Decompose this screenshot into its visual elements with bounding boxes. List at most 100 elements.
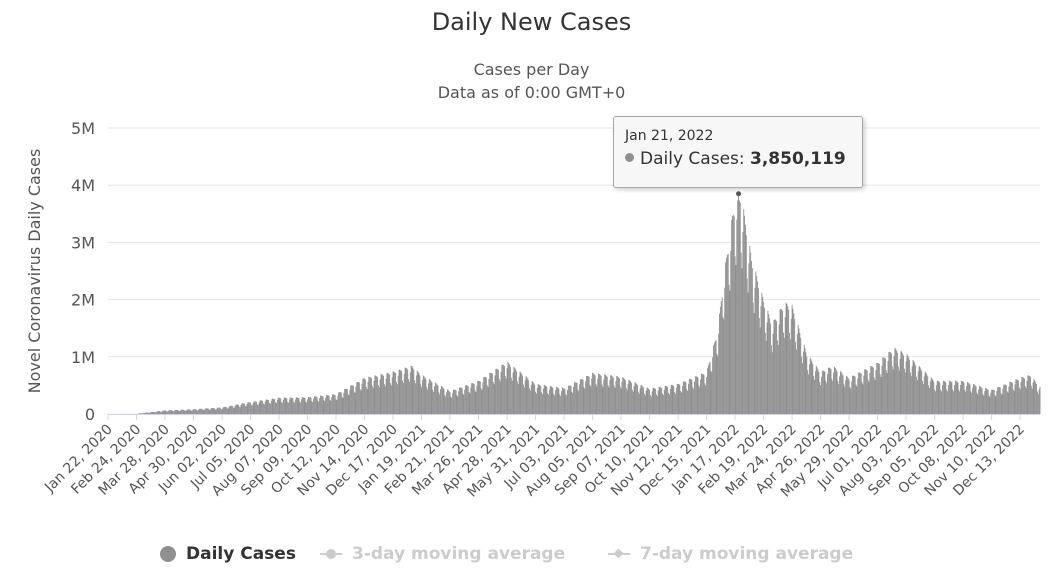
bar	[170, 410, 172, 414]
bar	[505, 378, 507, 414]
bar	[495, 368, 497, 414]
chart-plot-area[interactable]: 0 1M 2M 3M 4M 5M Novel Coronavirus Daily Cases…	[0, 0, 1063, 540]
bar	[947, 391, 949, 414]
bar	[491, 373, 492, 414]
bar	[143, 413, 145, 414]
bar	[334, 395, 336, 414]
bar	[786, 303, 788, 414]
bar	[893, 356, 895, 414]
legend-circle-icon	[160, 546, 176, 562]
bar	[897, 366, 899, 414]
bar	[395, 373, 397, 414]
bar	[308, 397, 310, 414]
bar	[479, 381, 481, 414]
bar	[528, 380, 530, 414]
bar	[635, 382, 637, 414]
bar	[760, 306, 762, 414]
bar	[282, 402, 283, 414]
bar	[340, 392, 342, 414]
bar	[809, 357, 811, 414]
bar	[377, 377, 378, 414]
bar	[1024, 378, 1025, 414]
bar	[897, 352, 898, 414]
bar	[461, 388, 463, 414]
bar	[776, 340, 778, 414]
bar	[390, 385, 392, 414]
bar	[391, 377, 393, 414]
bar	[925, 372, 927, 414]
bar	[770, 345, 772, 414]
bar	[161, 411, 163, 414]
bar	[533, 383, 535, 414]
bar	[742, 232, 744, 414]
bar	[892, 369, 894, 414]
bar	[974, 385, 976, 414]
bar	[349, 389, 351, 414]
bar	[620, 388, 622, 414]
bar	[653, 388, 655, 414]
bar	[821, 376, 822, 414]
bar	[295, 397, 297, 414]
bar	[152, 411, 154, 414]
bar	[155, 412, 156, 414]
bar	[617, 376, 619, 414]
bar	[515, 369, 517, 414]
bar	[442, 387, 444, 414]
bar	[407, 369, 409, 414]
bar	[1023, 377, 1025, 414]
bar	[728, 284, 730, 414]
bar	[166, 411, 168, 414]
bar	[700, 373, 702, 414]
bar	[601, 384, 603, 414]
bar	[1012, 389, 1014, 414]
bar	[228, 407, 230, 414]
bar	[527, 378, 529, 414]
bar	[779, 309, 781, 414]
bar	[878, 363, 880, 414]
bar	[722, 317, 724, 414]
bar	[684, 381, 686, 414]
bar	[700, 379, 701, 414]
bar	[660, 387, 662, 414]
legend-item-daily-cases[interactable]: Daily Cases	[160, 544, 296, 564]
bar	[614, 387, 616, 414]
bar	[609, 380, 611, 414]
bar	[648, 388, 650, 414]
bar	[440, 386, 442, 414]
bar	[379, 379, 381, 414]
bar	[589, 384, 591, 414]
bar	[979, 386, 981, 414]
bar	[888, 352, 890, 414]
bar	[180, 410, 182, 414]
bar	[453, 389, 455, 414]
bar	[330, 400, 332, 414]
tooltip-value: 3,850,119	[750, 149, 846, 169]
bar	[177, 410, 179, 414]
bar	[265, 399, 267, 414]
bar	[740, 252, 742, 414]
legend-item-7-day-average[interactable]: 7-day moving average	[608, 544, 853, 564]
bar	[478, 381, 480, 414]
bar	[714, 341, 716, 414]
bar	[840, 371, 841, 414]
bar	[765, 340, 767, 414]
legend-item-3-day-average[interactable]: 3-day moving average	[320, 544, 565, 564]
bar	[519, 371, 521, 414]
bar	[785, 302, 787, 414]
bar	[504, 365, 505, 414]
bar	[405, 367, 407, 414]
bar	[1008, 386, 1010, 414]
bar	[500, 371, 502, 414]
bar	[984, 391, 986, 414]
hover-tooltip: Jan 21, 2022 Daily Cases: 3,850,119	[613, 116, 863, 188]
bar	[867, 379, 869, 414]
bar	[322, 396, 324, 414]
bar	[784, 316, 786, 414]
bar	[612, 377, 614, 414]
bar	[946, 389, 948, 414]
legend-label-3-day-average: 3-day moving average	[352, 544, 566, 564]
bar	[586, 375, 587, 414]
bar	[282, 399, 284, 414]
bar	[899, 358, 901, 414]
bar	[576, 382, 578, 414]
